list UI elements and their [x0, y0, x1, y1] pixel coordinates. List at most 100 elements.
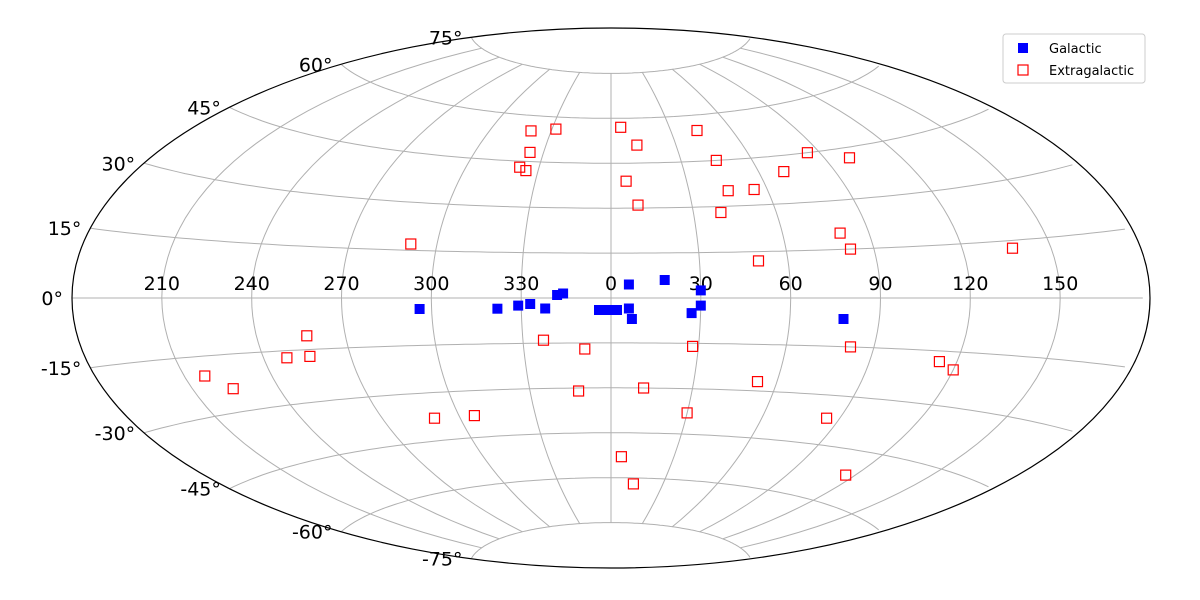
galactic-point: [492, 303, 503, 314]
lon-tick-label: 90: [868, 273, 892, 295]
galactic-point: [612, 305, 622, 315]
extragalactic-point: [227, 383, 239, 395]
legend: Galactic Extragalactic: [1002, 33, 1146, 84]
extragalactic-point: [834, 227, 846, 239]
parallel-line: [90, 342, 1125, 369]
parallel-line: [341, 64, 880, 119]
galactic-point: [659, 275, 670, 285]
lon-tick-label: 60: [779, 273, 803, 295]
galactic-point: [695, 300, 706, 311]
extragalactic-point: [632, 199, 644, 211]
sky-outline: [71, 27, 1151, 569]
galactic-point: [695, 285, 706, 296]
lon-tick-label: 330: [503, 273, 539, 295]
galactic-point: [513, 300, 524, 311]
parallel-line: [90, 227, 1125, 254]
lat-tick-label: 15°: [48, 218, 82, 240]
legend-box: [1002, 33, 1146, 84]
extragalactic-point: [637, 382, 650, 394]
extragalactic-point: [620, 175, 632, 187]
parallel-line: [229, 432, 989, 489]
parallel-line: [471, 522, 751, 559]
coordinate-grid: [72, 37, 1143, 559]
galactic-point: [525, 299, 536, 309]
extragalactic-point: [752, 255, 765, 267]
extragalactic-point: [631, 139, 643, 151]
extragalactic-point: [537, 334, 550, 346]
galactic-point: [414, 304, 425, 314]
extragalactic-point: [843, 152, 856, 164]
extragalactic-point: [525, 125, 537, 137]
lon-tick-label: 30: [689, 273, 713, 295]
galactic-point: [603, 305, 613, 315]
lat-tick-label: -45°: [180, 479, 221, 501]
extragalactic-point: [199, 370, 211, 382]
galactic-point: [626, 314, 637, 324]
extragalactic-point: [751, 376, 764, 388]
lat-tick-label: 60°: [299, 55, 333, 77]
legend-galactic-label: Galactic: [1049, 42, 1102, 57]
galactic-point: [552, 290, 563, 300]
extragalactic-point: [1006, 242, 1019, 254]
lon-tick-label: 120: [952, 273, 988, 295]
extragalactic-point: [524, 146, 536, 158]
extragalactic-point: [686, 340, 699, 352]
extragalactic-point: [715, 206, 727, 219]
extragalactic-point: [572, 385, 585, 397]
lat-tick-label: 30°: [102, 153, 136, 175]
parallel-line: [229, 107, 989, 164]
legend-extragalactic-marker: [1017, 64, 1029, 76]
lat-tick-label: -75°: [422, 548, 463, 570]
extragalactic-point: [840, 469, 852, 481]
extragalactic-point: [844, 341, 857, 353]
extragalactic-point: [428, 412, 441, 424]
extragalactic-point: [820, 412, 833, 424]
galactic-point: [594, 305, 604, 315]
extragalactic-point: [615, 121, 627, 133]
galactic-point: [686, 308, 697, 319]
extragalactic-point: [520, 165, 532, 177]
data-points: [199, 121, 1019, 490]
galactic-point: [838, 314, 849, 324]
extragalactic-point: [405, 238, 417, 250]
extragalactic-point: [579, 343, 591, 355]
extragalactic-point: [748, 183, 760, 196]
extragalactic-point: [844, 243, 857, 255]
extragalactic-point: [691, 124, 703, 137]
parallel-line: [144, 387, 1073, 434]
lon-tick-label: 210: [144, 273, 180, 295]
lat-tick-label: 45°: [187, 97, 221, 119]
extragalactic-point: [627, 478, 640, 490]
lon-tick-label: 300: [413, 273, 449, 295]
extragalactic-point: [304, 350, 316, 362]
parallel-line: [341, 477, 880, 532]
lat-tick-label: -15°: [41, 358, 82, 380]
lat-tick-label: 75°: [429, 28, 463, 50]
tick-labels: 210 240 270 300 330 0 30 60 90 120 150 -75° -60° -45°…: [41, 28, 1078, 571]
galactic-point: [558, 288, 569, 299]
lon-tick-label: 270: [323, 273, 359, 295]
extragalactic-point: [710, 154, 722, 166]
extragalactic-point: [301, 330, 313, 342]
extragalactic-point: [933, 356, 946, 368]
parallel-line: [144, 162, 1073, 209]
extragalactic-point: [722, 185, 734, 197]
legend-extragalactic-label: Extragalactic: [1049, 64, 1134, 79]
lon-tick-label: 150: [1042, 273, 1078, 295]
lat-tick-label: -60°: [292, 521, 333, 543]
extragalactic-point: [514, 161, 526, 173]
lat-tick-label: -30°: [95, 423, 136, 445]
extragalactic-point: [550, 123, 562, 135]
galactic-point: [540, 303, 551, 314]
parallel-line: [471, 37, 751, 74]
extragalactic-point: [468, 410, 480, 422]
lon-tick-label: 0: [605, 273, 617, 295]
extragalactic-point: [801, 147, 814, 159]
lat-tick-label: 0°: [41, 288, 63, 310]
legend-galactic-marker: [1018, 43, 1028, 53]
lon-tick-label: 240: [234, 273, 270, 295]
galactic-point: [623, 279, 634, 290]
extragalactic-point: [615, 451, 628, 463]
galactic-point: [623, 303, 634, 314]
